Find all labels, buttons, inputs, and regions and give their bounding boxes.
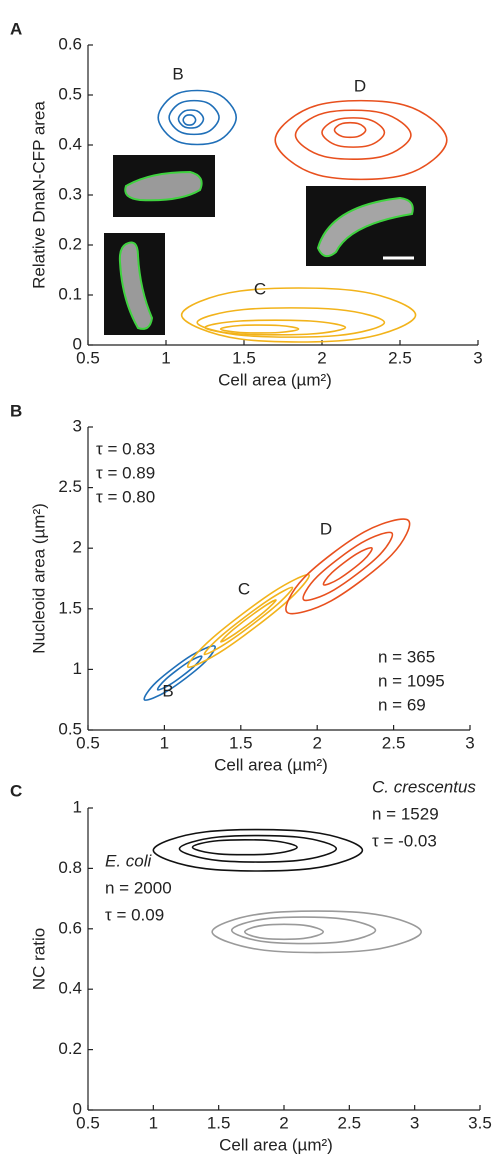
y-tick-label: 0 xyxy=(73,1099,82,1118)
y-tick-label: 0.6 xyxy=(58,34,82,53)
cell-outline xyxy=(118,241,154,330)
y-tick-label: 1 xyxy=(73,797,82,816)
contour-line xyxy=(211,910,423,954)
contour-line xyxy=(243,923,325,941)
contour-line xyxy=(177,109,205,129)
x-tick-label: 1.5 xyxy=(207,1113,231,1132)
x-tick-label: 2 xyxy=(312,733,321,752)
panel-label: A xyxy=(10,19,22,38)
n-label: n = 2000 xyxy=(105,878,172,897)
x-tick-label: 2 xyxy=(317,348,326,367)
series-label: C xyxy=(254,279,266,298)
x-tick-label: 1 xyxy=(149,1113,158,1132)
contour-line xyxy=(285,518,411,615)
y-axis-label: NC ratio xyxy=(29,928,48,990)
contour-line xyxy=(220,599,277,643)
contour-line xyxy=(152,828,364,872)
y-axis-label: Relative DnaN-CFP area xyxy=(29,101,48,289)
x-tick-label: 3 xyxy=(465,733,474,752)
contour-line xyxy=(204,319,347,336)
tau-label: τ = 0.89 xyxy=(96,463,155,482)
panel: C 0.5 1 1.5 2 2.5 3 3.5 0 0.2 0.4 0.6 0.8 1 Cell area … xyxy=(10,781,492,1154)
contour-line xyxy=(157,89,238,146)
y-tick-label: 0 xyxy=(73,334,82,353)
contour-line xyxy=(203,586,294,656)
x-tick-label: 0.5 xyxy=(76,733,100,752)
contour-line xyxy=(182,114,197,126)
x-tick-label: 0.5 xyxy=(76,348,100,367)
contour-line xyxy=(178,834,338,863)
tau-label: τ = 0.83 xyxy=(96,439,155,458)
y-tick-label: 0.1 xyxy=(58,284,82,303)
contour-line xyxy=(196,307,386,338)
y-tick-label: 2 xyxy=(73,538,82,557)
y-tick-label: 1 xyxy=(73,659,82,678)
panel-label: B xyxy=(10,401,22,420)
cell-outline xyxy=(124,170,203,202)
y-tick-label: 0.4 xyxy=(58,979,82,998)
y-axis-label: Nucleoid area (µm²) xyxy=(29,503,48,654)
x-tick-label: 1.5 xyxy=(229,733,253,752)
x-tick-label: 2.5 xyxy=(338,1113,362,1132)
y-tick-label: 3 xyxy=(73,416,82,435)
contour-line xyxy=(302,531,394,602)
contour-line xyxy=(186,573,310,668)
series-label: C xyxy=(238,579,250,598)
x-tick-label: 1 xyxy=(161,348,170,367)
y-tick-label: 0.6 xyxy=(58,918,82,937)
y-tick-label: 0.8 xyxy=(58,858,82,877)
series-label: B xyxy=(162,681,173,700)
contour-line xyxy=(180,287,417,343)
contour-line xyxy=(168,99,220,136)
y-tick-label: 0.4 xyxy=(58,134,82,153)
x-tick-label: 3.5 xyxy=(468,1113,492,1132)
contour-line xyxy=(156,655,203,691)
series-label: D xyxy=(320,519,332,538)
y-tick-label: 0.5 xyxy=(58,84,82,103)
panel: A 0.5 1 1.5 2 2.5 3 0 0.1 0.2 0.3 0.4 0.5 0.6 Cell are… xyxy=(10,19,483,389)
panel: B 0.5 1 1.5 2 2.5 3 0.5 1 1.5 2 2.5 3 Cell area (µm²)… xyxy=(10,401,475,774)
contour-line xyxy=(294,109,412,160)
contour-line xyxy=(143,645,216,701)
y-tick-label: 1.5 xyxy=(58,598,82,617)
x-tick-label: 0.5 xyxy=(76,1113,100,1132)
n-label: n = 365 xyxy=(378,647,435,666)
x-axis-label: Cell area (µm²) xyxy=(219,1135,333,1154)
tau-label: τ = -0.03 xyxy=(372,831,437,850)
contour-line xyxy=(274,99,448,181)
panel-label: C xyxy=(10,781,22,800)
x-tick-label: 2.5 xyxy=(388,348,412,367)
y-tick-label: 0.2 xyxy=(58,1039,82,1058)
y-tick-label: 0.5 xyxy=(58,719,82,738)
x-tick-label: 3 xyxy=(410,1113,419,1132)
x-axis-label: Cell area (µm²) xyxy=(214,755,328,774)
y-tick-label: 0.2 xyxy=(58,234,82,253)
x-tick-label: 2.5 xyxy=(382,733,406,752)
series-label: D xyxy=(354,76,366,95)
x-tick-label: 1 xyxy=(160,733,169,752)
tau-label: τ = 0.80 xyxy=(96,487,155,506)
contour-line xyxy=(321,117,386,148)
contour-line xyxy=(230,916,377,945)
n-label: n = 69 xyxy=(378,695,426,714)
contour-line xyxy=(333,121,367,139)
series-label: B xyxy=(172,64,183,83)
contour-line xyxy=(322,546,373,586)
series-label: C. crescentus xyxy=(372,777,476,796)
series-label: E. coli xyxy=(105,851,153,870)
x-tick-label: 1.5 xyxy=(232,348,256,367)
tau-label: τ = 0.09 xyxy=(105,905,164,924)
x-axis-label: Cell area (µm²) xyxy=(218,370,332,389)
contour-line xyxy=(191,838,298,856)
cell-outline xyxy=(316,196,414,258)
contour-line xyxy=(219,324,300,334)
x-tick-label: 3 xyxy=(473,348,482,367)
n-label: n = 1095 xyxy=(378,671,445,690)
y-tick-label: 0.3 xyxy=(58,184,82,203)
y-tick-label: 2.5 xyxy=(58,477,82,496)
n-label: n = 1529 xyxy=(372,804,439,823)
x-tick-label: 2 xyxy=(279,1113,288,1132)
micrographs xyxy=(104,155,426,335)
